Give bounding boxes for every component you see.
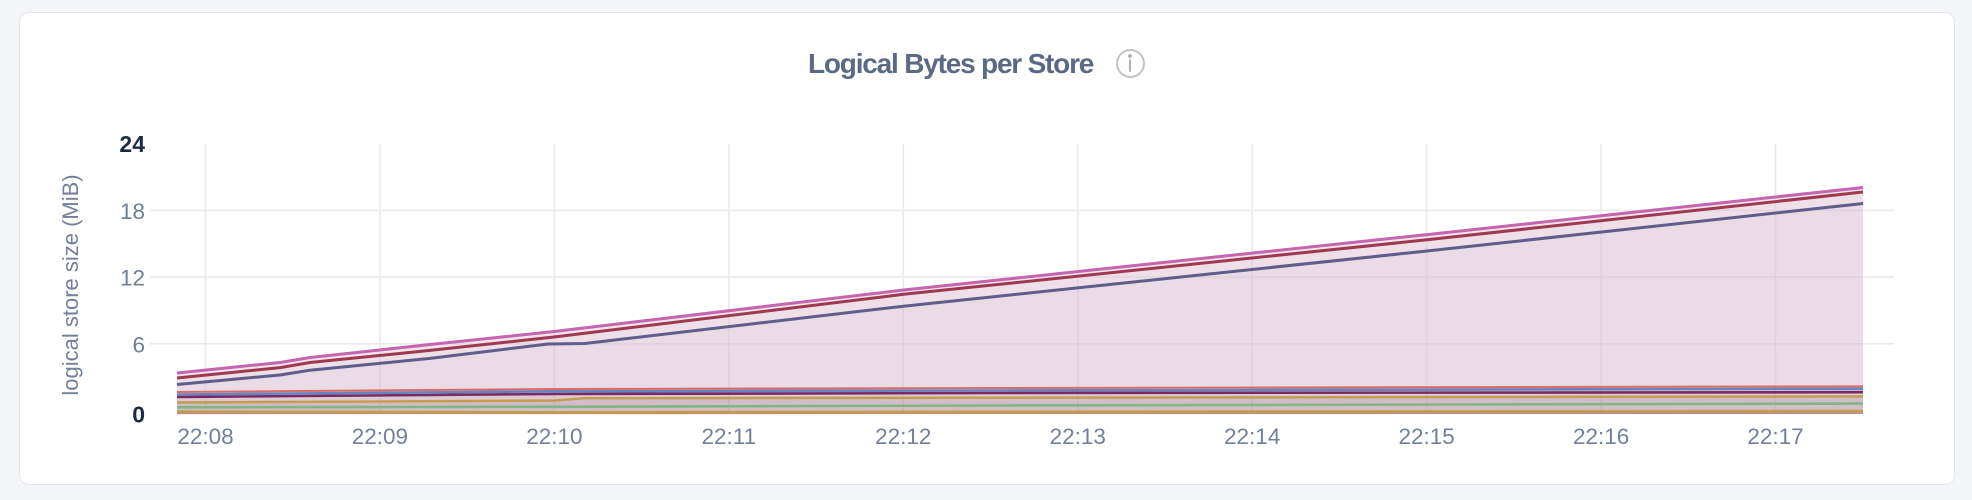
svg-text:22:09: 22:09 — [352, 424, 408, 449]
svg-text:6: 6 — [132, 332, 145, 357]
svg-text:24: 24 — [119, 131, 145, 157]
svg-text:22:12: 22:12 — [875, 424, 931, 449]
svg-text:12: 12 — [120, 266, 145, 291]
svg-text:22:15: 22:15 — [1398, 424, 1454, 449]
svg-text:22:16: 22:16 — [1573, 424, 1629, 449]
svg-text:22:13: 22:13 — [1050, 424, 1106, 449]
svg-text:22:08: 22:08 — [177, 424, 233, 449]
svg-text:22:14: 22:14 — [1224, 424, 1280, 449]
svg-text:22:10: 22:10 — [526, 424, 582, 449]
svg-text:22:11: 22:11 — [701, 424, 756, 449]
svg-text:0: 0 — [132, 401, 145, 427]
svg-text:22:17: 22:17 — [1747, 424, 1803, 449]
svg-text:18: 18 — [120, 199, 145, 224]
